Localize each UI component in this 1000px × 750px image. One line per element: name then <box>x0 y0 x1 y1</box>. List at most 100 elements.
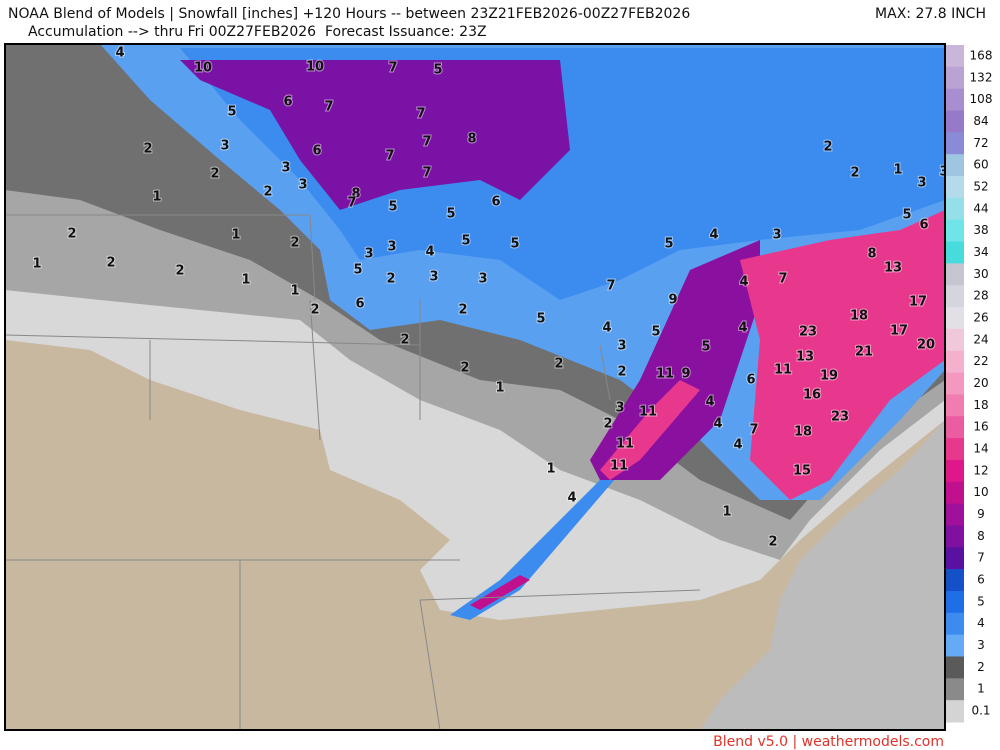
colorbar-label: 30 <box>973 267 988 281</box>
map-label: 3 <box>298 178 307 193</box>
map-label: 2 <box>554 357 563 372</box>
colorbar-swatch <box>946 547 964 570</box>
map-label: 17 <box>890 324 908 339</box>
max-label: MAX: 27.8 INCH <box>875 6 986 22</box>
colorbar-label: 9 <box>977 507 985 521</box>
map-label: 10 <box>306 60 324 75</box>
colorbar-label: 84 <box>973 114 988 128</box>
colorbar-swatch <box>946 132 964 155</box>
map-label: 2 <box>386 272 395 287</box>
colorbar-swatch <box>946 459 964 483</box>
map-label: 2 <box>263 185 272 200</box>
map-label: 7 <box>416 107 425 122</box>
colorbar-swatch <box>946 634 964 657</box>
map-label: 7 <box>324 100 333 115</box>
colorbar-swatch <box>946 503 964 526</box>
map-label: 2 <box>290 236 299 251</box>
map-label: 4 <box>733 438 742 453</box>
colorbar-swatch <box>946 481 964 505</box>
colorbar-label: 52 <box>973 179 988 193</box>
colorbar-label: 132 <box>970 70 993 84</box>
colorbar-label: 72 <box>973 136 988 150</box>
map-label: 8 <box>351 187 360 202</box>
map-label: 7 <box>778 272 787 287</box>
colorbar-label: 4 <box>977 616 985 630</box>
map-label: 13 <box>796 350 814 365</box>
map-label: 3 <box>387 240 396 255</box>
map-label: 5 <box>353 263 362 278</box>
colorbar-label: 12 <box>973 463 988 477</box>
colorbar-label: 34 <box>973 245 988 259</box>
colorbar-label: 168 <box>970 48 993 62</box>
map-label: 5 <box>461 234 470 249</box>
map-label: 2 <box>310 303 319 318</box>
colorbar-swatch <box>946 569 964 592</box>
colorbar: 1681321088472605244383430282624222018161… <box>946 45 992 723</box>
map-label: 19 <box>820 369 838 384</box>
map-label: 21 <box>855 345 873 360</box>
title: NOAA Blend of Models | Snowfall [inches]… <box>8 6 690 22</box>
colorbar-swatch <box>946 525 964 548</box>
map-label: 1 <box>495 381 504 396</box>
snow-pink-band <box>470 575 530 610</box>
map-label: 5 <box>536 312 545 327</box>
map-label: 2 <box>400 333 409 348</box>
map-label: 4 <box>739 275 748 290</box>
colorbar-label: 44 <box>973 201 988 215</box>
map-label: 13 <box>884 261 902 276</box>
map-label: 4 <box>567 491 576 506</box>
map-label: 4 <box>705 395 714 410</box>
colorbar-label: 5 <box>977 594 985 608</box>
map-label: 4 <box>713 417 722 432</box>
map-label: 2 <box>460 361 469 376</box>
map-label: 2 <box>67 227 76 242</box>
colorbar-swatch <box>946 612 964 636</box>
map-label: 5 <box>510 237 519 252</box>
map-label: 6 <box>312 144 321 159</box>
colorbar-label: 0.1 <box>971 704 990 718</box>
map-label: 5 <box>227 105 236 120</box>
colorbar-swatch <box>946 350 964 374</box>
colorbar-swatch <box>946 700 964 723</box>
colorbar-label: 26 <box>973 310 988 324</box>
map-label: 3 <box>917 176 926 191</box>
colorbar-label: 16 <box>973 420 988 434</box>
colorbar-label: 60 <box>973 158 988 172</box>
map-label: 23 <box>831 410 849 425</box>
map-label: 7 <box>606 279 615 294</box>
colorbar-swatch <box>946 241 964 264</box>
map-label: 4 <box>738 321 747 336</box>
map-label: 3 <box>615 401 624 416</box>
map-label: 1 <box>546 462 555 477</box>
colorbar-swatch <box>946 219 964 243</box>
ocean <box>700 420 945 730</box>
map-label: 2 <box>210 167 219 182</box>
colorbar-swatch <box>946 45 964 68</box>
map-label: 23 <box>799 325 817 340</box>
colorbar-label: 28 <box>973 289 988 303</box>
colorbar-label: 38 <box>973 223 988 237</box>
map-label: 5 <box>446 207 455 222</box>
map-frame <box>4 43 946 731</box>
map-label: 2 <box>823 140 832 155</box>
colorbar-swatch <box>946 154 964 177</box>
colorbar-label: 18 <box>973 398 988 412</box>
colorbar-swatch <box>946 66 964 90</box>
colorbar-label: 8 <box>977 529 985 543</box>
map-label: 15 <box>793 464 811 479</box>
subtitle: Accumulation --> thru Fri 00Z27FEB2026 F… <box>28 24 487 40</box>
snow-pink-band <box>600 380 700 480</box>
map-label: 4 <box>115 46 124 61</box>
map-label: 2 <box>143 142 152 157</box>
credit: Blend v5.0 | weathermodels.com <box>713 734 944 750</box>
colorbar-swatch <box>946 263 964 286</box>
map-label: 7 <box>388 61 397 76</box>
colorbar-label: 7 <box>977 551 985 565</box>
map-label: 2 <box>850 166 859 181</box>
colorbar-swatch <box>946 438 964 461</box>
colorbar-label: 6 <box>977 573 985 587</box>
map-label: 2 <box>617 365 626 380</box>
